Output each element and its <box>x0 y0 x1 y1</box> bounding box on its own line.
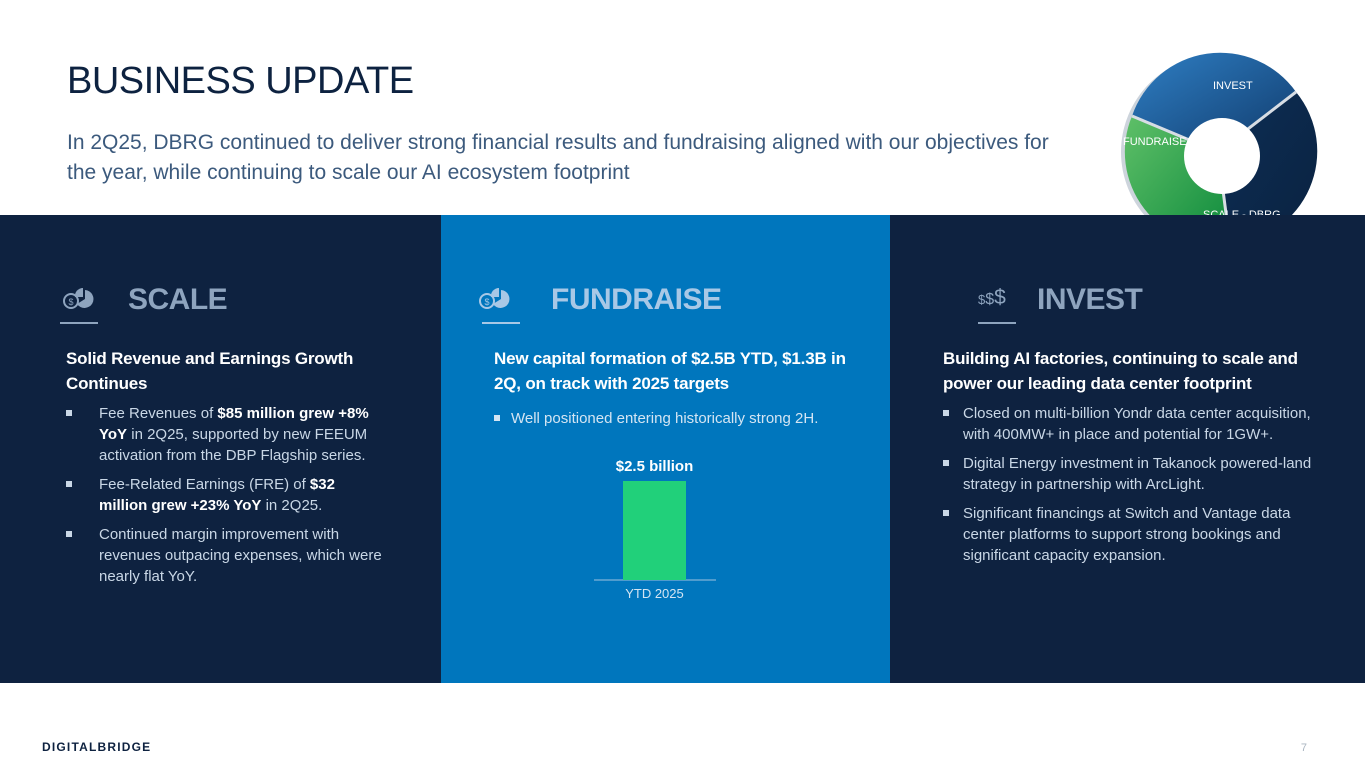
fundraise-title: FUNDRAISE <box>551 283 722 316</box>
cycle-center <box>1184 118 1260 194</box>
invest-subtitle: Building AI factories, continuing to sca… <box>943 349 1298 393</box>
dollar-signs-icon: $$$ <box>978 286 1006 309</box>
invest-title: INVEST <box>1037 283 1143 316</box>
cycle-graphic: INVEST FUNDRAISE SCALE - DBRG <box>1118 52 1318 252</box>
cycle-label-fundraise: FUNDRAISE <box>1123 136 1187 148</box>
cycle-invest-segment <box>1132 52 1296 152</box>
cycle-scale-segment <box>1218 92 1318 244</box>
pie-money-icon: $ <box>479 287 510 309</box>
scale-panel <box>0 215 441 683</box>
chart-bar <box>623 481 686 580</box>
invest-panel <box>890 215 1365 683</box>
page-title: BUSINESS UPDATE <box>67 60 414 102</box>
scale-divider <box>60 322 98 324</box>
scale-subtitle: Solid Revenue and Earnings Growth Contin… <box>66 349 354 393</box>
svg-text:$: $ <box>68 297 73 307</box>
chart-category-label: YTD 2025 <box>625 586 684 601</box>
company-logo: DIGITALBRIDGE <box>42 740 152 754</box>
fundraise-bar-chart: $2.5 billion YTD 2025 <box>594 458 716 601</box>
list-item: Fee-Related Earnings (FRE) of $32 millio… <box>66 474 386 516</box>
scale-title: SCALE <box>128 283 228 316</box>
page-subtitle: In 2Q25, DBRG continued to deliver stron… <box>67 131 1049 184</box>
list-item: Closed on multi-billion Yondr data cente… <box>943 403 1323 445</box>
fundraise-panel <box>441 215 890 683</box>
fundraise-divider <box>482 322 520 324</box>
invest-divider <box>978 322 1016 324</box>
scale-bullets: Fee Revenues of $85 million grew +8% YoY… <box>66 403 386 595</box>
fundraise-subtitle: New capital formation of $2.5B YTD, $1.3… <box>494 349 846 393</box>
cycle-label-invest: INVEST <box>1213 80 1253 92</box>
list-item: Fee Revenues of $85 million grew +8% YoY… <box>66 403 386 466</box>
page-number: 7 <box>1300 742 1307 754</box>
list-item: Continued margin improvement with revenu… <box>66 524 386 587</box>
svg-text:$: $ <box>484 297 489 307</box>
list-item: Well positioned entering historically st… <box>494 408 864 429</box>
fundraise-bullets: Well positioned entering historically st… <box>494 408 864 437</box>
list-item: Digital Energy investment in Takanock po… <box>943 453 1323 495</box>
invest-bullets: Closed on multi-billion Yondr data cente… <box>943 403 1323 574</box>
cycle-wheel <box>1121 52 1318 249</box>
pie-money-icon: $ <box>63 287 94 309</box>
list-item: Significant financings at Switch and Van… <box>943 503 1323 566</box>
chart-data-label: $2.5 billion <box>616 458 694 475</box>
